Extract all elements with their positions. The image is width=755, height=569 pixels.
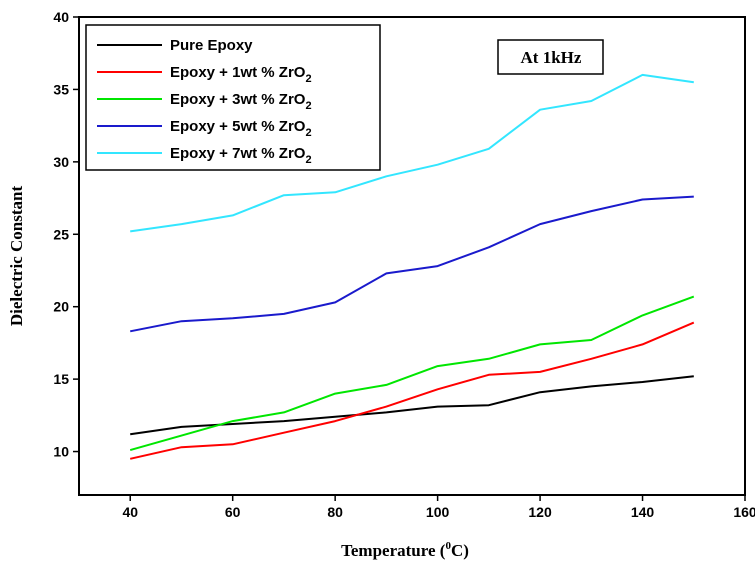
x-tick-label: 140 [631, 504, 655, 520]
y-tick-label: 20 [53, 299, 69, 315]
x-tick-label: 80 [327, 504, 343, 520]
x-axis-title-base: Temperature ( [341, 541, 446, 560]
y-tick-label: 40 [53, 9, 69, 25]
x-tick-label: 60 [225, 504, 241, 520]
legend-label-2: Epoxy + 3wt % ZrO2 [170, 91, 312, 112]
x-tick-label: 100 [426, 504, 450, 520]
legend-label-sub: 2 [305, 127, 311, 139]
legend-label-sub: 2 [305, 73, 311, 85]
x-axis-title: Temperature (0C) [341, 540, 469, 560]
y-tick-label: 35 [53, 81, 69, 97]
x-tick-label: 40 [122, 504, 138, 520]
x-axis-title-sup: 0 [445, 540, 451, 552]
legend-label-4: Epoxy + 7wt % ZrO2 [170, 145, 312, 166]
legend-label-sub: 2 [305, 100, 311, 112]
legend-label-main: Epoxy + 5wt % ZrO [170, 118, 306, 135]
y-tick-label: 15 [53, 371, 69, 387]
y-tick-label: 25 [53, 226, 69, 242]
annotation-text: At 1kHz [521, 48, 582, 67]
y-tick-label: 30 [53, 154, 69, 170]
annotation: At 1kHz [497, 39, 604, 75]
plot-frame [78, 16, 746, 496]
legend-label-0: Pure Epoxy [170, 37, 253, 54]
x-tick-label: 160 [733, 504, 755, 520]
annotation-box [497, 39, 604, 75]
legend-label-sub: 2 [305, 154, 311, 166]
axis-ticks: 40 60 80 100 120 140 160 10 15 20 25 30 35 40 [53, 9, 755, 520]
series-line-1 [129, 321, 695, 460]
series-line-3 [130, 195, 694, 333]
legend-label-main: Epoxy + 1wt % ZrO [170, 64, 306, 81]
y-axis-title: Dielectric Constant [7, 186, 26, 327]
series-line-2 [129, 295, 695, 452]
legend-label-1: Epoxy + 1wt % ZrO2 [170, 64, 312, 85]
x-tick-label: 120 [528, 504, 552, 520]
legend-label-main: Epoxy + 7wt % ZrO [170, 145, 306, 162]
series-line-4 [130, 73, 694, 233]
y-tick-label: 10 [53, 444, 69, 460]
legend-label-3: Epoxy + 5wt % ZrO2 [170, 118, 312, 139]
legend-label-main: Epoxy + 3wt % ZrO [170, 91, 306, 108]
legend-label-main: Pure Epoxy [170, 37, 253, 54]
legend-box [85, 24, 381, 171]
x-axis-title-suffix: C) [451, 541, 469, 560]
series-lines [129, 73, 695, 460]
